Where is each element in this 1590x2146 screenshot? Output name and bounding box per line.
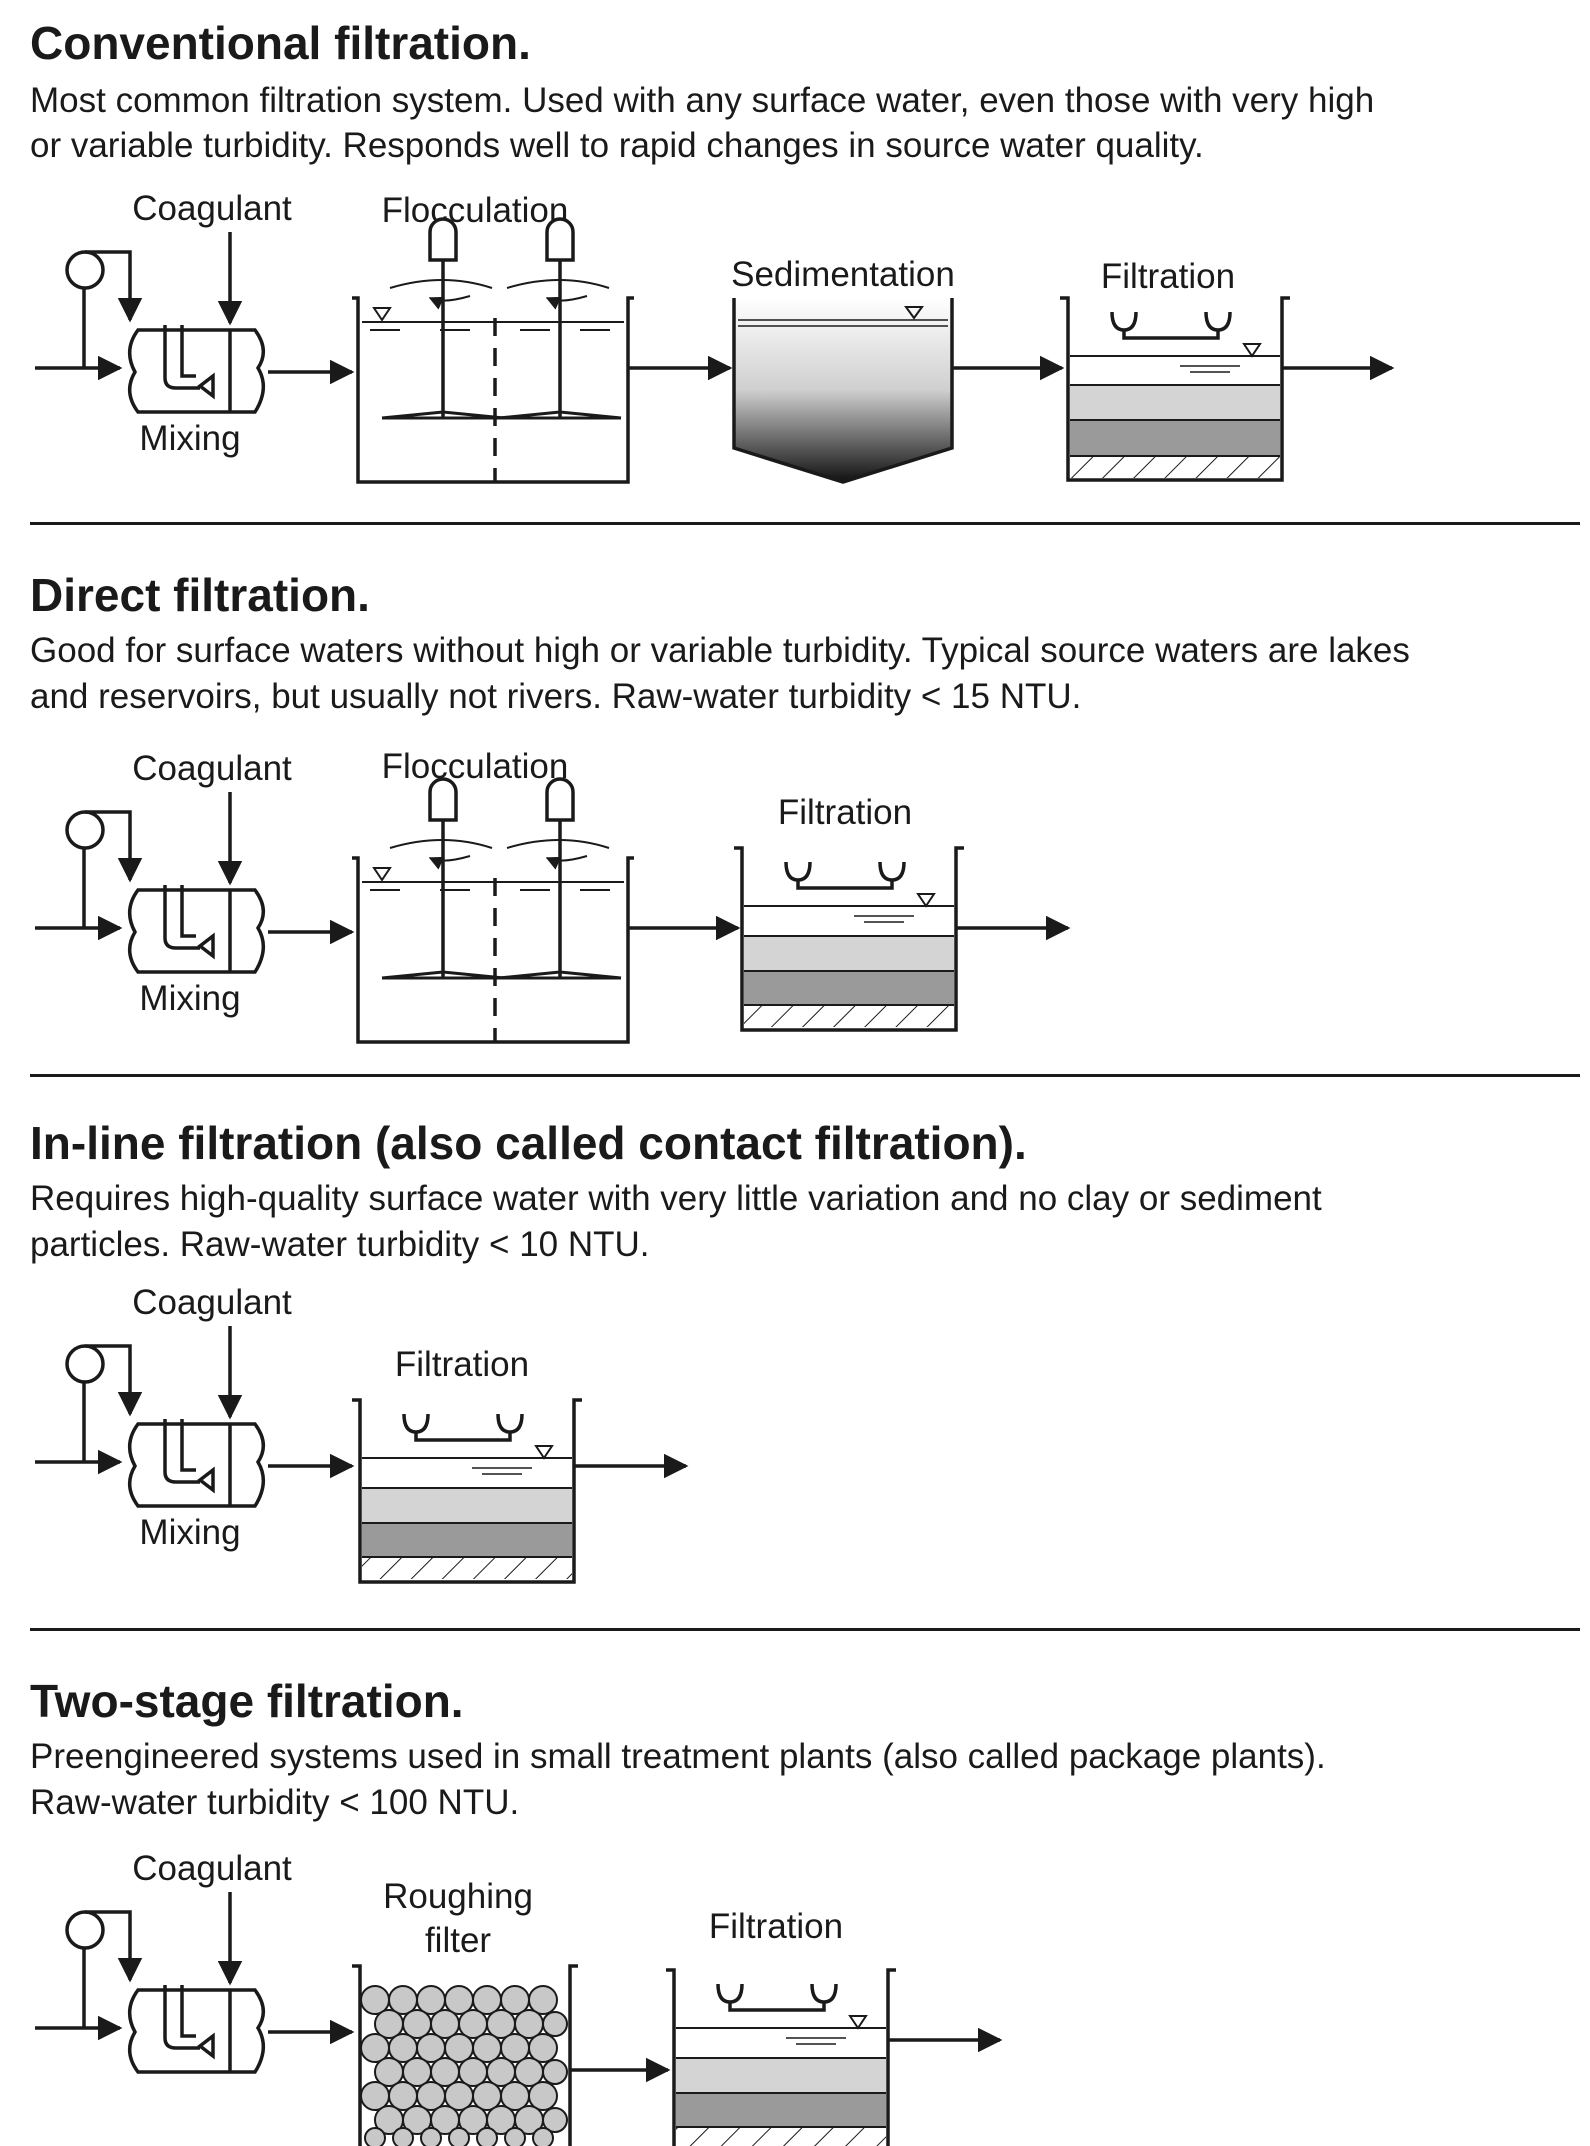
flocculator-paddle-1 [381,777,505,980]
section-conventional: Conventional filtration. Most common fil… [0,0,1590,530]
flocculation-tank [352,296,634,484]
filtration-label: Filtration [709,1907,843,1946]
filtration-label: Filtration [1101,257,1235,296]
section-description-line-2: and reservoirs, but usually not rivers. … [30,677,1082,716]
pump-icon [65,1910,105,1950]
filter-basin [1060,296,1290,482]
filter-basin [666,1968,896,2146]
roughing-filter-basin [352,1964,578,2146]
pump-icon [65,810,105,850]
flocculation-label: Flocculation [382,747,569,786]
section-title: In-line filtration (also called contact … [30,1117,1027,1169]
flocculator-paddle-1 [381,217,505,420]
direct-process-diagram: Coagulant Mixing Flocculation Filtration [35,747,1071,1044]
section-direct: Direct filtration. Good for surface wate… [0,530,1590,1080]
coagulant-label: Coagulant [132,1283,292,1322]
mixing-label: Mixing [139,419,240,458]
coagulant-label: Coagulant [132,1849,292,1888]
section-description-line-1: Good for surface waters without high or … [30,631,1410,670]
filter-basin [734,846,964,1032]
conventional-process-diagram: Coagulant Mixing Flocculation Sedimentat… [35,189,1395,484]
filtration-label: Filtration [395,1345,529,1384]
section-title: Direct filtration. [30,569,370,621]
filter-basin [352,1398,582,1584]
section-divider [30,1074,1580,1077]
section-description-line-1: Most common filtration system. Used with… [30,81,1375,120]
mixing-pipe-icon [128,1988,265,2074]
section-divider [30,1628,1580,1631]
pump-bypass-line [68,276,86,368]
filtration-label: Filtration [778,793,912,832]
section-description-line-2: particles. Raw-water turbidity < 10 NTU. [30,1225,650,1264]
sedimentation-basin [732,298,954,484]
flocculation-tank [352,856,634,1044]
coagulant-label: Coagulant [132,189,292,228]
section-two-stage: Two-stage filtration. Preengineered syst… [0,1630,1590,2146]
roughing-filter-label-line-1: Roughing [383,1877,533,1916]
pump-icon [65,250,105,290]
section-title: Two-stage filtration. [30,1675,464,1727]
mixing-label: Mixing [139,1513,240,1552]
section-title: Conventional filtration. [30,17,531,69]
sedimentation-label: Sedimentation [731,255,955,294]
mixing-pipe-icon [128,888,265,974]
section-description-line-2: Raw-water turbidity < 100 NTU. [30,1783,520,1822]
section-inline: In-line filtration (also called contact … [0,1080,1590,1631]
flocculator-paddle-2 [498,217,622,420]
inline-process-diagram: Coagulant Mixing Filtration [35,1283,689,1584]
pump-icon [65,1344,105,1384]
mixing-pipe-icon [128,328,265,414]
section-description-line-1: Preengineered systems used in small trea… [30,1737,1326,1776]
section-description-line-2: or variable turbidity. Responds well to … [30,126,1204,165]
mixing-pipe-icon [128,1422,265,1508]
section-description-line-1: Requires high-quality surface water with… [30,1179,1322,1218]
mixing-label: Mixing [139,979,240,1018]
flocculator-paddle-2 [498,777,622,980]
flocculation-label: Flocculation [382,191,569,230]
two-stage-process-diagram: Coagulant Roughing filter Filtration [35,1849,1003,2146]
coagulant-label: Coagulant [132,749,292,788]
roughing-filter-label-line-2: filter [425,1921,491,1960]
section-divider [30,522,1580,525]
